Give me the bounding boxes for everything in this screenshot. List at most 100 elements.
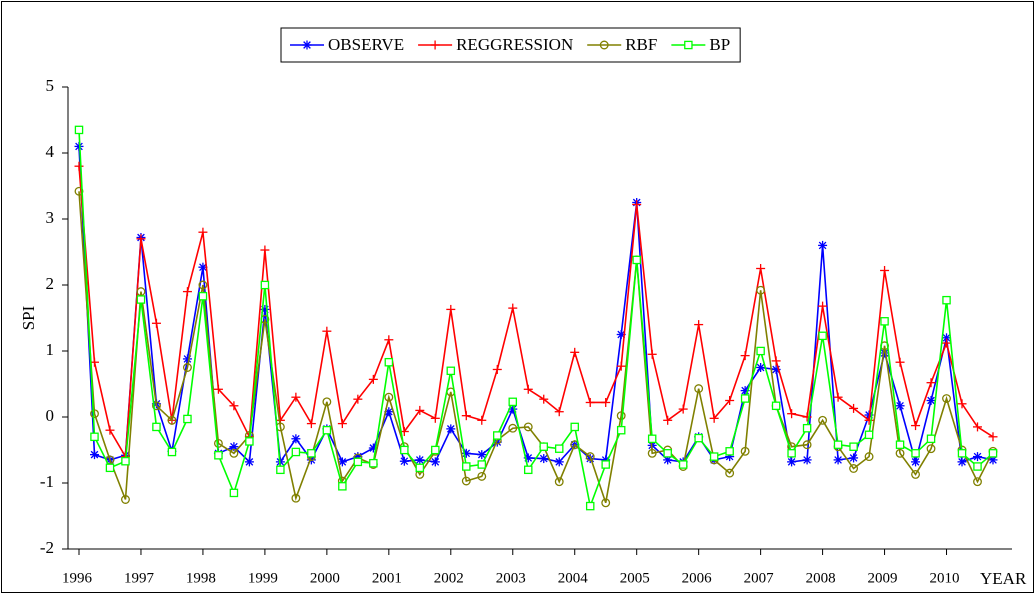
marker-stroke <box>989 456 997 464</box>
marker <box>570 347 580 357</box>
marker <box>508 303 518 313</box>
marker-circle <box>182 363 192 372</box>
marker-square <box>880 317 889 326</box>
marker <box>337 419 347 429</box>
marker <box>663 449 672 458</box>
marker-stroke <box>431 458 440 466</box>
marker-square <box>709 452 719 461</box>
marker <box>694 433 703 443</box>
marker-stroke <box>400 457 409 466</box>
marker-square <box>684 40 693 50</box>
marker-square <box>864 430 874 440</box>
marker-stroke <box>415 456 424 464</box>
marker <box>647 448 657 458</box>
marker <box>647 349 657 359</box>
marker <box>322 397 332 407</box>
marker <box>183 414 192 424</box>
marker-square <box>787 449 796 458</box>
marker <box>430 413 440 423</box>
marker-circle <box>322 397 332 407</box>
x-tick-label: 2008 <box>806 570 836 586</box>
marker-stroke <box>973 452 982 461</box>
marker <box>895 357 905 367</box>
y-tick-label: 2 <box>46 274 55 293</box>
marker-square <box>276 465 285 475</box>
marker <box>539 454 549 464</box>
marker <box>818 331 827 341</box>
marker <box>911 457 921 467</box>
marker-stroke <box>803 456 811 464</box>
x-tick-label: 2007 <box>744 570 775 586</box>
marker-stroke <box>338 458 347 466</box>
marker-square <box>431 445 440 455</box>
marker-square <box>740 394 750 403</box>
x-tick-label: 2010 <box>930 570 960 586</box>
legend-box <box>280 27 741 63</box>
marker <box>462 462 471 471</box>
marker <box>895 440 905 449</box>
marker <box>492 364 502 374</box>
marker <box>599 40 609 50</box>
marker <box>291 434 301 444</box>
marker <box>415 463 425 473</box>
marker-stroke <box>75 142 83 151</box>
marker <box>818 301 828 311</box>
marker <box>291 447 301 457</box>
marker-circle <box>229 448 239 458</box>
marker <box>880 317 889 326</box>
marker <box>616 425 626 435</box>
marker <box>957 449 967 458</box>
marker <box>229 401 239 411</box>
marker <box>926 396 936 405</box>
marker <box>802 440 812 450</box>
marker-stroke <box>741 386 749 395</box>
marker <box>818 415 828 425</box>
marker <box>461 476 471 486</box>
marker <box>601 498 611 508</box>
marker <box>601 397 611 407</box>
marker <box>771 401 781 411</box>
marker <box>802 423 812 433</box>
marker-square <box>384 357 394 367</box>
x-tick-label: 2006 <box>682 570 713 586</box>
marker-circle <box>725 468 735 478</box>
marker <box>307 449 316 458</box>
marker-stroke <box>911 458 920 466</box>
marker <box>988 455 998 465</box>
marker <box>632 255 641 265</box>
marker <box>152 422 161 432</box>
marker <box>477 450 487 460</box>
marker <box>369 458 378 468</box>
x-axis-title: YEAR <box>980 569 1027 588</box>
marker <box>198 227 208 237</box>
marker-square <box>260 280 270 290</box>
marker <box>446 424 456 434</box>
marker-square <box>198 291 208 301</box>
marker <box>322 326 332 336</box>
marker <box>306 419 316 429</box>
marker <box>90 409 99 419</box>
marker <box>663 455 673 465</box>
marker-stroke <box>834 456 842 464</box>
marker-square <box>802 423 812 433</box>
marker-circle <box>694 384 704 394</box>
series-line <box>78 191 994 504</box>
marker <box>833 455 843 465</box>
marker <box>911 449 920 458</box>
marker <box>849 403 859 413</box>
marker-circle <box>616 411 626 421</box>
marker <box>725 468 735 478</box>
series-line <box>78 166 994 460</box>
marker-square <box>601 460 610 469</box>
marker <box>694 384 704 394</box>
x-tick-label: 2005 <box>620 570 650 586</box>
marker-circle <box>477 471 487 481</box>
x-tick-label: 2003 <box>496 570 526 586</box>
marker <box>988 449 998 458</box>
marker-circle <box>647 448 657 458</box>
marker <box>802 412 812 422</box>
marker <box>151 318 161 328</box>
marker <box>244 457 254 467</box>
marker-circle <box>90 409 99 419</box>
